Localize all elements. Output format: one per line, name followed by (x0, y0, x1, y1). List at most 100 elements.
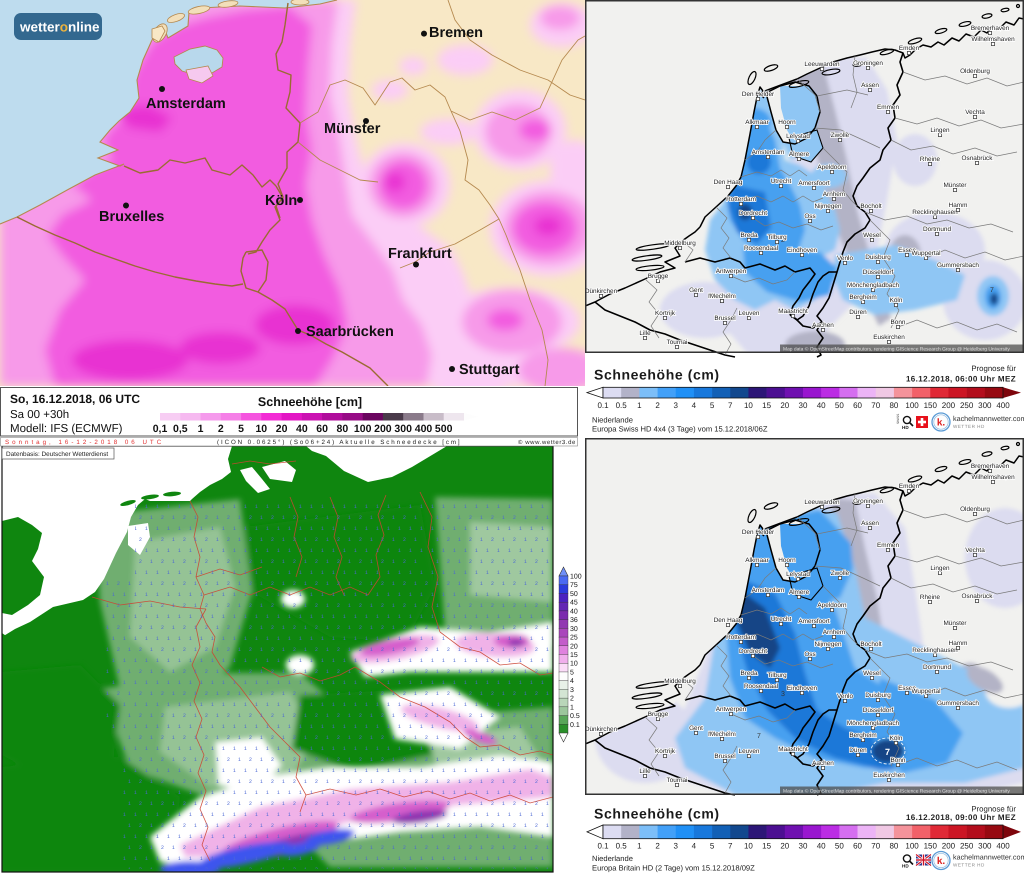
svg-text:Gent: Gent (689, 287, 703, 294)
svg-text:Wilhelmshaven: Wilhelmshaven (971, 36, 1015, 43)
svg-text:Lille: Lille (639, 330, 651, 337)
svg-text:60: 60 (316, 423, 328, 435)
svg-text:15: 15 (762, 401, 771, 410)
svg-text:Assen: Assen (861, 520, 879, 527)
svg-text:0.1: 0.1 (570, 722, 580, 729)
svg-text:Bergheim: Bergheim (849, 732, 876, 739)
svg-text:7: 7 (885, 747, 890, 757)
svg-text:40: 40 (296, 423, 308, 435)
svg-text:0.5: 0.5 (616, 842, 628, 851)
svg-text:15: 15 (570, 652, 578, 659)
svg-text:2: 2 (781, 237, 785, 244)
svg-text:Den Haag: Den Haag (714, 179, 743, 186)
svg-text:400: 400 (996, 401, 1010, 410)
svg-text:Oldenburg: Oldenburg (960, 506, 990, 513)
svg-text:Essen: Essen (898, 685, 916, 692)
svg-text:300: 300 (978, 401, 992, 410)
svg-text:5: 5 (710, 842, 715, 851)
svg-text:Münster: Münster (324, 121, 381, 137)
svg-text:Middelburg: Middelburg (664, 240, 696, 247)
svg-text:Tilburg: Tilburg (767, 672, 787, 679)
svg-text:Mönchengladbach: Mönchengladbach (847, 720, 900, 727)
svg-text:Mechelen: Mechelen (708, 731, 736, 738)
svg-text:10: 10 (744, 401, 753, 410)
svg-text:Venlo: Venlo (837, 693, 853, 700)
svg-text:Tournai: Tournai (667, 777, 688, 784)
svg-text:Schneehöhe (cm): Schneehöhe (cm) (594, 806, 720, 822)
svg-text:30: 30 (570, 626, 578, 633)
svg-text:Lingen: Lingen (930, 565, 950, 572)
svg-text:20: 20 (780, 842, 789, 851)
svg-text:Sonntag, 16-12-2018 06 UTC: Sonntag, 16-12-2018 06 UTC (5, 439, 164, 446)
svg-text:k.: k. (937, 856, 946, 867)
svg-text:Stuttgart: Stuttgart (459, 362, 520, 378)
svg-text:Utrecht: Utrecht (771, 616, 792, 623)
svg-text:Düren: Düren (849, 747, 867, 754)
svg-text:60: 60 (853, 842, 862, 851)
svg-text:Modell: IFS (ECMWF): Modell: IFS (ECMWF) (10, 423, 123, 435)
svg-text:20: 20 (570, 643, 578, 650)
svg-text:Hoorn: Hoorn (778, 557, 796, 564)
svg-text:45: 45 (570, 600, 578, 607)
svg-text:kachelmannwetter.com: kachelmannwetter.com (953, 853, 1024, 862)
svg-text:Duisburg: Duisburg (865, 692, 891, 699)
svg-text:200: 200 (374, 423, 392, 435)
svg-text:2: 2 (655, 842, 660, 851)
svg-text:Köln: Köln (265, 193, 297, 209)
svg-text:Düsseldorf: Düsseldorf (863, 707, 894, 714)
svg-text:WETTER HD: WETTER HD (953, 424, 985, 429)
svg-text:HD: HD (902, 864, 909, 869)
svg-text:Aachen: Aachen (812, 760, 834, 767)
svg-text:Breda: Breda (740, 670, 757, 677)
svg-text:Mechelen: Mechelen (708, 293, 736, 300)
svg-text:Euskirchen: Euskirchen (873, 772, 905, 779)
svg-text:Amsterdam: Amsterdam (752, 149, 785, 156)
svg-text:Oss: Oss (804, 213, 815, 220)
svg-text:Dünkirchen: Dünkirchen (585, 726, 618, 733)
svg-text:Niederlande: Niederlande (592, 416, 633, 425)
svg-text:80: 80 (337, 423, 349, 435)
svg-text:50: 50 (835, 842, 844, 851)
svg-text:Münster: Münster (943, 620, 967, 627)
svg-text:Köln: Köln (890, 735, 903, 742)
svg-text:Roosendaal: Roosendaal (744, 245, 778, 252)
svg-text:2: 2 (218, 423, 224, 435)
svg-text:Mecheln: Mecheln (710, 293, 735, 300)
svg-text:Almere: Almere (789, 589, 810, 596)
svg-text:4: 4 (570, 678, 574, 685)
svg-text:Breda: Breda (740, 232, 757, 239)
svg-text:Gent: Gent (689, 725, 703, 732)
svg-text:Münster: Münster (943, 182, 967, 189)
svg-text:16.12.2018, 09:00 Uhr MEZ: 16.12.2018, 09:00 Uhr MEZ (906, 813, 1016, 822)
svg-text:So, 16.12.2018, 06 UTC: So, 16.12.2018, 06 UTC (10, 392, 140, 406)
svg-text:0,1: 0,1 (153, 423, 168, 435)
svg-text:Rheine: Rheine (920, 594, 941, 601)
svg-text:© www.wetter3.de: © www.wetter3.de (518, 439, 576, 446)
svg-text:3: 3 (570, 687, 574, 694)
svg-text:Apeldoorn: Apeldoorn (817, 602, 847, 609)
svg-text:Datenbasis: Deutscher Wetterdi: Datenbasis: Deutscher Wetterdienst (6, 451, 108, 458)
svg-text:Wesel: Wesel (863, 232, 881, 239)
svg-text:0.1: 0.1 (597, 401, 609, 410)
svg-text:Tilburg: Tilburg (767, 234, 787, 241)
svg-text:Assen: Assen (861, 82, 879, 89)
svg-text:1: 1 (637, 401, 642, 410)
svg-text:Antwerpen: Antwerpen (716, 706, 747, 713)
svg-text:Lelystad: Lelystad (786, 571, 810, 578)
svg-text:Düsseldorf: Düsseldorf (863, 269, 894, 276)
svg-text:100: 100 (570, 574, 582, 581)
svg-text:Brugge: Brugge (648, 273, 669, 280)
svg-text:Gummersbach: Gummersbach (937, 262, 979, 269)
svg-text:1: 1 (198, 423, 204, 435)
svg-text:30: 30 (799, 842, 808, 851)
svg-text:Vechta: Vechta (965, 547, 985, 554)
svg-text:10: 10 (255, 423, 267, 435)
svg-text:250: 250 (960, 842, 974, 851)
svg-text:Map data © OpenStreetMap contr: Map data © OpenStreetMap contributors, r… (783, 789, 1010, 795)
svg-text:40: 40 (570, 608, 578, 615)
svg-text:Brugge: Brugge (648, 711, 669, 718)
svg-text:30: 30 (799, 401, 808, 410)
svg-text:Den Helder: Den Helder (742, 91, 775, 98)
svg-text:Den Helder: Den Helder (742, 529, 775, 536)
svg-text:40: 40 (817, 401, 826, 410)
